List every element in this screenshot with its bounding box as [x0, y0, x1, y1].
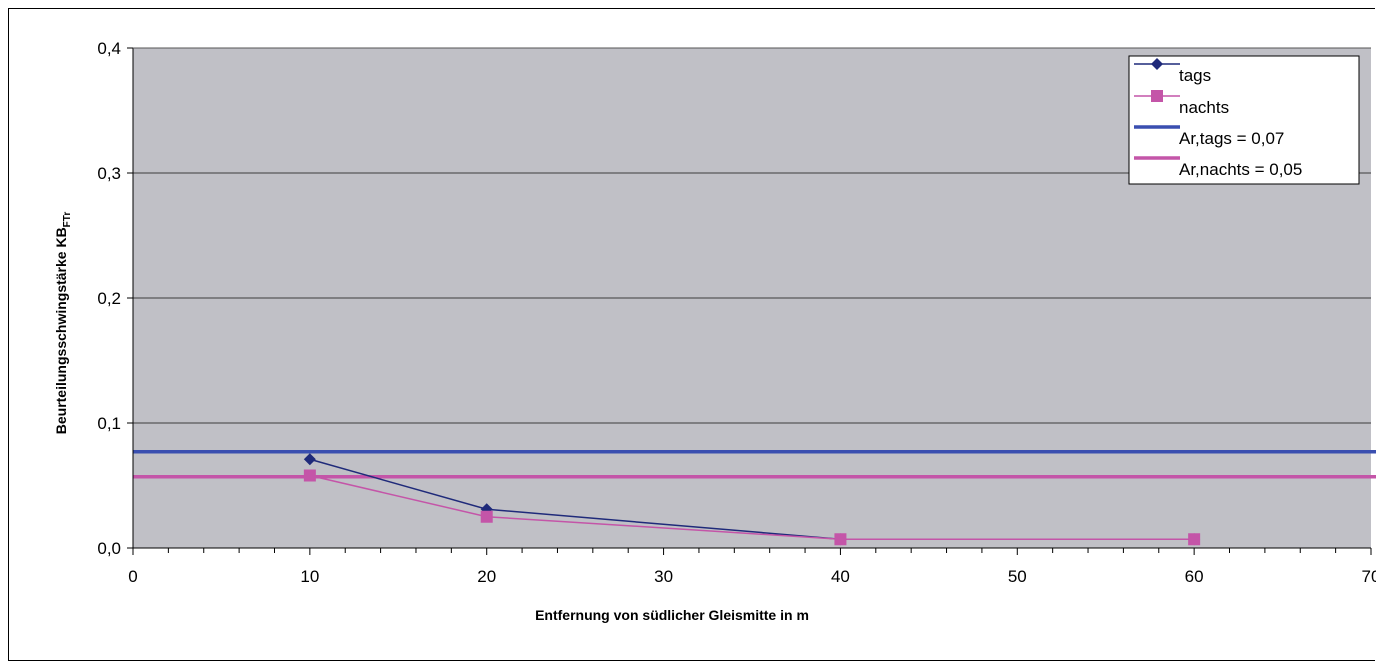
data-point-square: [1151, 90, 1163, 102]
legend-label: Ar,tags = 0,07: [1179, 129, 1284, 148]
legend: tags nachts Ar,tags = 0,07 Ar,nachts = 0,05: [1129, 56, 1359, 184]
x-tick-label: 40: [831, 567, 850, 586]
y-axis-ticks: 0,0 0,1 0,2 0,3 0,4: [97, 39, 133, 558]
x-tick-label: 30: [654, 567, 673, 586]
x-tick-label: 0: [128, 567, 137, 586]
y-axis-title-main: Beurteilungsschwingstärke KB: [53, 227, 69, 434]
legend-label: Ar,nachts = 0,05: [1179, 160, 1302, 179]
y-tick-label: 0,0: [97, 539, 121, 558]
y-tick-label: 0,4: [97, 39, 121, 58]
x-tick-label: 50: [1008, 567, 1027, 586]
x-tick-label: 60: [1185, 567, 1204, 586]
legend-label: tags: [1179, 66, 1211, 85]
y-tick-label: 0,2: [97, 289, 121, 308]
data-point-square: [481, 511, 493, 523]
x-tick-label: 70: [1362, 567, 1376, 586]
data-point-square: [834, 533, 846, 545]
y-tick-label: 0,1: [97, 414, 121, 433]
x-tick-label: 10: [300, 567, 319, 586]
data-point-square: [1188, 533, 1200, 545]
legend-label: nachts: [1179, 98, 1229, 117]
y-tick-label: 0,3: [97, 164, 121, 183]
x-tick-label: 20: [477, 567, 496, 586]
x-axis-ticks: 0 10 20 30 40 50 60 70: [128, 548, 1376, 586]
y-axis-title: Beurteilungsschwingstärke KBFTr: [53, 212, 73, 435]
data-point-square: [304, 470, 316, 482]
x-axis-title: Entfernung von südlicher Gleismitte in m: [535, 607, 809, 623]
y-axis-title-subscript: FTr: [62, 212, 73, 228]
